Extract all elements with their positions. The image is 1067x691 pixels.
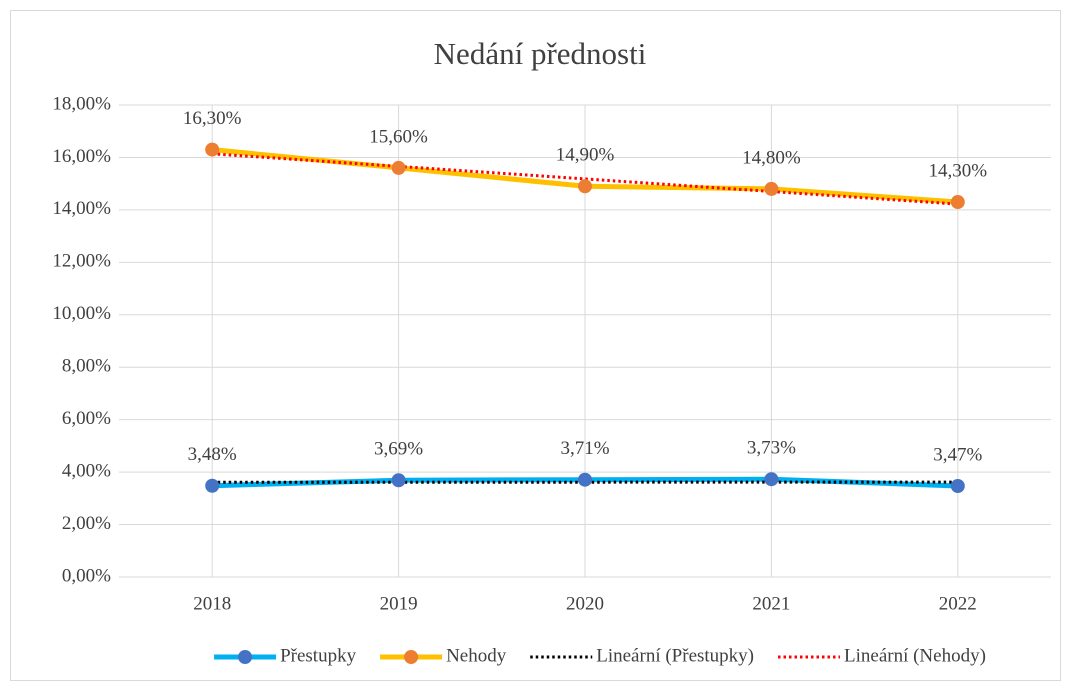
y-tick-label: 0,00% <box>62 565 111 586</box>
legend: Přestupky Nehody Lineární (Přestupky) Lineá… <box>214 645 986 666</box>
chart-frame <box>11 11 1061 681</box>
marker <box>578 473 592 487</box>
x-tick-label: 2018 <box>193 593 231 614</box>
legend-label: Přestupky <box>280 645 357 666</box>
marker <box>205 479 219 493</box>
y-tick-label: 18,00% <box>52 93 111 114</box>
data-label: 15,60% <box>369 126 428 147</box>
y-tick-label: 10,00% <box>52 303 111 324</box>
data-label: 3,71% <box>560 438 609 459</box>
y-tick-label: 8,00% <box>62 356 111 377</box>
y-tick-label: 4,00% <box>62 460 111 481</box>
data-label: 3,69% <box>374 439 423 460</box>
data-label: 3,48% <box>188 444 237 465</box>
y-tick-label: 2,00% <box>62 513 111 534</box>
x-tick-label: 2020 <box>566 593 604 614</box>
marker <box>951 479 965 493</box>
legend-marker <box>404 650 418 664</box>
x-tick-label: 2019 <box>380 593 418 614</box>
data-label: 14,30% <box>929 160 988 181</box>
marker <box>764 472 778 486</box>
marker <box>951 195 965 209</box>
y-tick-label: 16,00% <box>52 146 111 167</box>
data-label: 14,80% <box>742 147 801 168</box>
x-tick-label: 2021 <box>752 593 790 614</box>
y-tick-label: 12,00% <box>52 251 111 272</box>
marker <box>205 143 219 157</box>
legend-label: Lineární (Přestupky) <box>596 645 754 666</box>
data-label: 3,47% <box>933 444 982 465</box>
data-label: 3,73% <box>747 438 796 459</box>
data-label: 16,30% <box>183 108 242 129</box>
legend-label: Lineární (Nehody) <box>844 645 986 666</box>
x-tick-label: 2022 <box>939 593 977 614</box>
chart-title: Nedání přednosti <box>434 36 647 71</box>
marker <box>392 473 406 487</box>
legend-label: Nehody <box>446 645 507 666</box>
y-tick-label: 6,00% <box>62 408 111 429</box>
marker <box>578 179 592 193</box>
y-tick-label: 14,00% <box>52 198 111 219</box>
legend-marker <box>238 650 252 664</box>
marker <box>392 161 406 175</box>
data-label: 14,90% <box>556 145 615 166</box>
marker <box>764 182 778 196</box>
